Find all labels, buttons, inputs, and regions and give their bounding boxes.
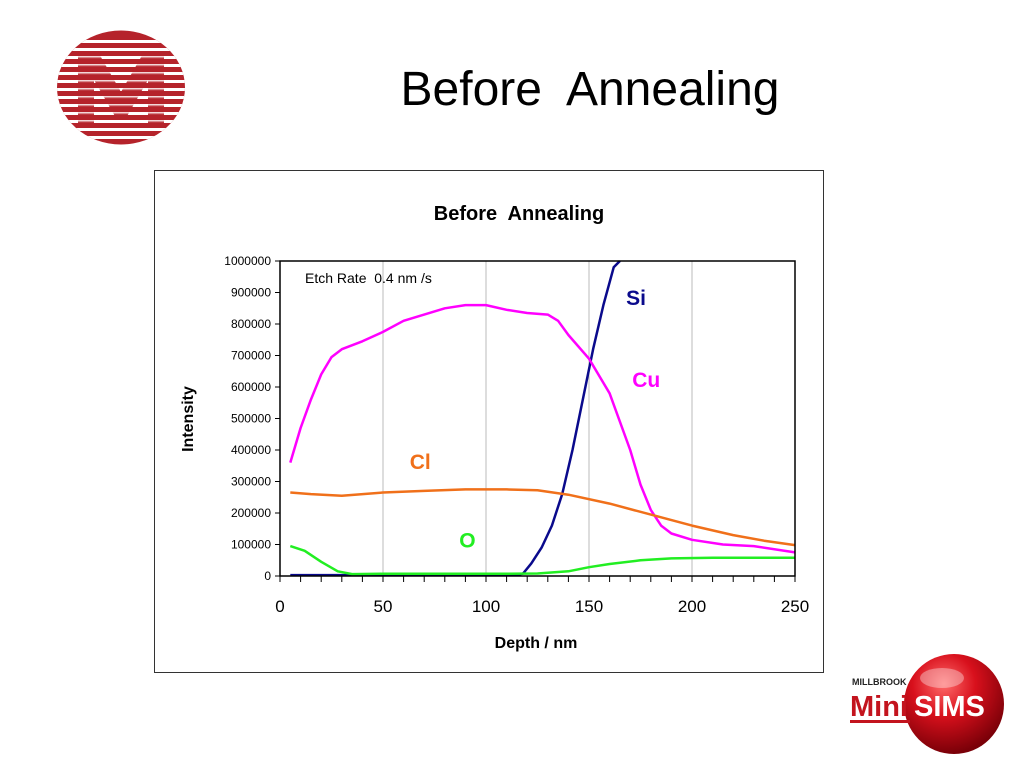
series-line-o: [289, 544, 795, 576]
y-tick-label: 100000: [231, 538, 271, 552]
series-line-cl: [290, 488, 796, 547]
x-tick-label: 100: [472, 597, 500, 616]
chart-frame: Before Annealing 0 100000 200000 300000 4000…: [154, 170, 824, 673]
series-label-si: Si: [626, 287, 646, 310]
chart-title: Before Annealing: [434, 203, 604, 225]
series-labels: Si Cu Cl O: [410, 287, 660, 553]
y-tick-label: 200000: [231, 506, 271, 520]
x-tick-label: 0: [275, 597, 284, 616]
series-label-cl: Cl: [410, 451, 431, 474]
x-axis-ticks: 0 50 100 150 200 250: [275, 576, 809, 616]
minisims-sims-text: SIMS: [914, 691, 985, 723]
series-label-cu: Cu: [632, 369, 660, 392]
minisims-logo: MILLBROOK Mini SIMS: [850, 654, 1004, 754]
series-line-si: [290, 260, 621, 577]
x-axis-label: Depth / nm: [495, 635, 578, 652]
minisims-top-text: MILLBROOK: [852, 677, 907, 687]
x-tick-label: 250: [781, 597, 809, 616]
company-logo: [57, 30, 185, 145]
series-label-o: O: [459, 530, 475, 553]
y-tick-label: 1000000: [224, 254, 271, 268]
etch-rate-annotation: Etch Rate 0.4 nm /s: [305, 270, 432, 286]
minisims-mini-text: Mini: [850, 691, 908, 723]
y-axis-ticks: 0 100000 200000 300000 400000 500000 600000 700…: [224, 254, 280, 583]
x-tick-label: 200: [678, 597, 706, 616]
x-tick-label: 150: [575, 597, 603, 616]
chart-grid: [382, 261, 693, 576]
y-axis-label: Intensity: [180, 386, 197, 452]
y-tick-label: 0: [264, 569, 271, 583]
y-tick-label: 500000: [231, 412, 271, 426]
chart: Before Annealing 0 100000 200000 300000 4000…: [180, 203, 809, 652]
y-tick-label: 300000: [231, 475, 271, 489]
slide-title: Before Annealing: [400, 63, 780, 116]
y-tick-label: 400000: [231, 443, 271, 457]
plot-area: [279, 260, 796, 577]
y-tick-label: 600000: [231, 380, 271, 394]
y-tick-label: 700000: [231, 349, 271, 363]
minisims-underline: [850, 720, 910, 723]
y-tick-label: 900000: [231, 286, 271, 300]
chart-series: [289, 260, 796, 577]
x-tick-label: 50: [374, 597, 393, 616]
series-line-cu: [289, 303, 796, 554]
y-tick-label: 800000: [231, 317, 271, 331]
